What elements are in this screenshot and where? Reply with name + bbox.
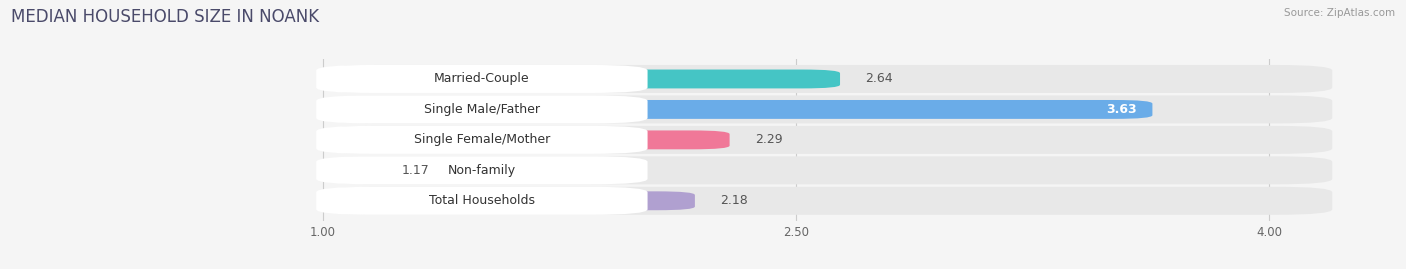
FancyBboxPatch shape [322, 156, 1333, 184]
FancyBboxPatch shape [316, 156, 648, 184]
FancyBboxPatch shape [322, 126, 1333, 154]
Text: 3.63: 3.63 [1107, 103, 1136, 116]
Text: 2.64: 2.64 [865, 72, 893, 86]
FancyBboxPatch shape [316, 126, 648, 154]
FancyBboxPatch shape [316, 187, 648, 215]
Text: Single Female/Mother: Single Female/Mother [413, 133, 550, 146]
Text: Married-Couple: Married-Couple [434, 72, 530, 86]
Text: 2.29: 2.29 [755, 133, 783, 146]
FancyBboxPatch shape [316, 95, 648, 123]
FancyBboxPatch shape [322, 95, 1333, 123]
FancyBboxPatch shape [322, 69, 839, 89]
Text: 2.18: 2.18 [720, 194, 748, 207]
Text: 1.17: 1.17 [402, 164, 429, 177]
FancyBboxPatch shape [322, 100, 1153, 119]
FancyBboxPatch shape [322, 130, 730, 149]
Text: Source: ZipAtlas.com: Source: ZipAtlas.com [1284, 8, 1395, 18]
Text: Non-family: Non-family [449, 164, 516, 177]
Text: Single Male/Father: Single Male/Father [423, 103, 540, 116]
FancyBboxPatch shape [322, 187, 1333, 215]
FancyBboxPatch shape [316, 65, 648, 93]
FancyBboxPatch shape [322, 65, 1333, 93]
FancyBboxPatch shape [322, 191, 695, 210]
Text: MEDIAN HOUSEHOLD SIZE IN NOANK: MEDIAN HOUSEHOLD SIZE IN NOANK [11, 8, 319, 26]
FancyBboxPatch shape [322, 161, 377, 180]
Text: Total Households: Total Households [429, 194, 534, 207]
